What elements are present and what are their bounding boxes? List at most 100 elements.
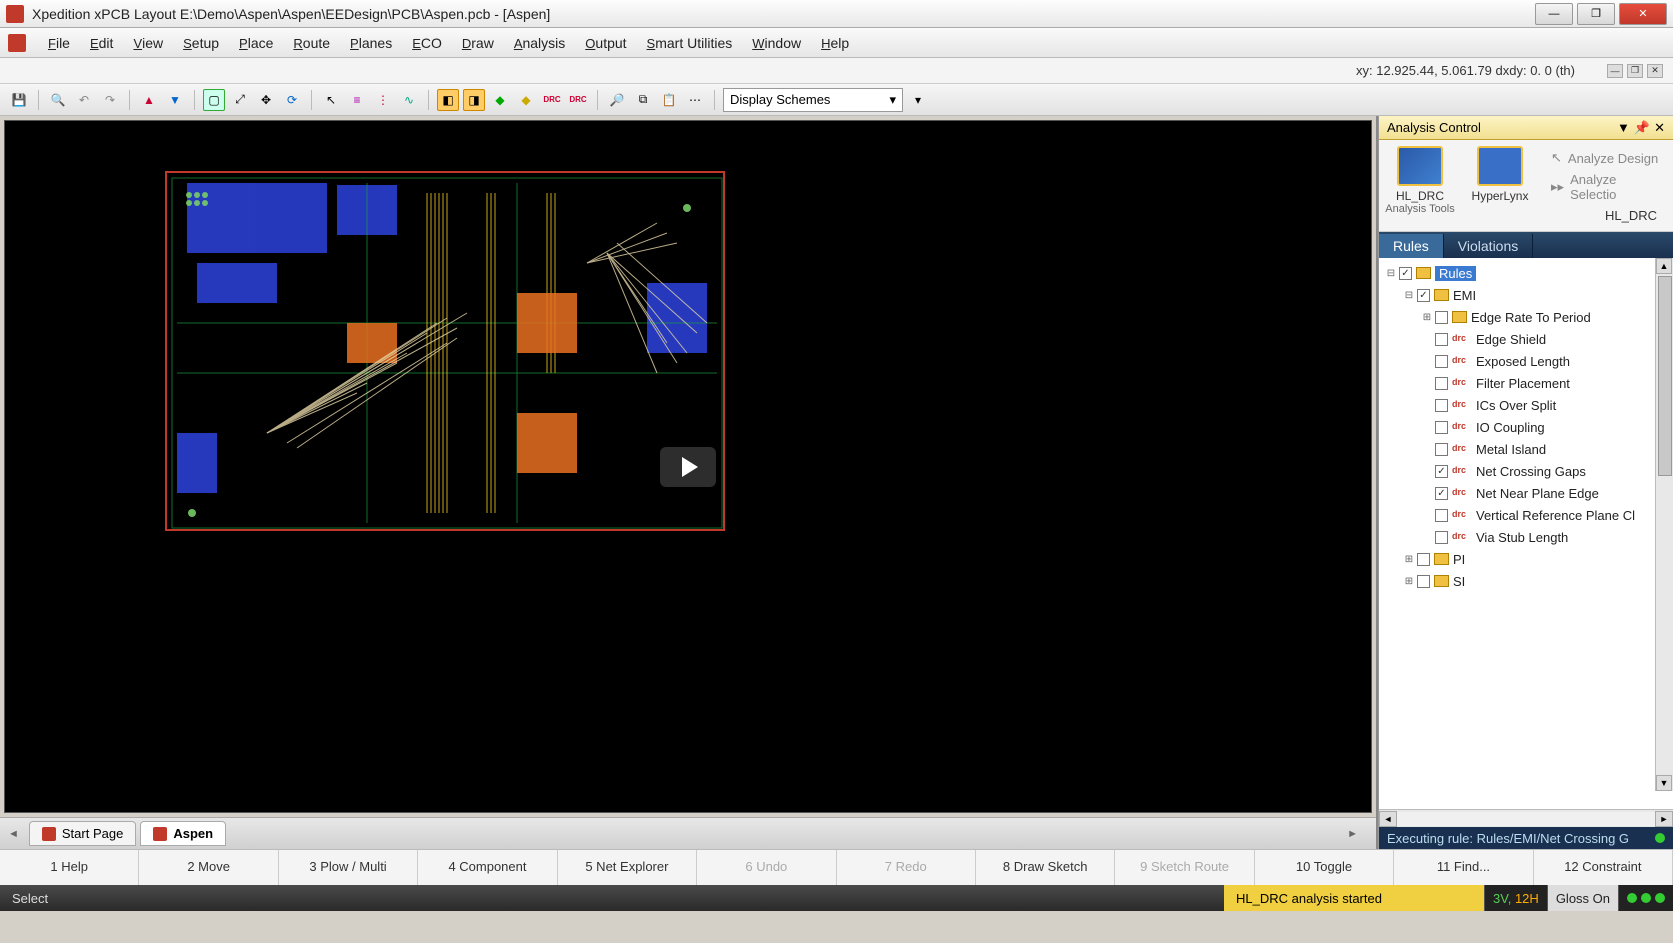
menu-eco[interactable]: ECO — [402, 31, 452, 55]
panel-close-icon[interactable]: ✕ — [1654, 120, 1665, 136]
misc-icon[interactable]: ⋯ — [684, 89, 706, 111]
checkbox[interactable] — [1435, 487, 1448, 500]
tree-row[interactable]: drcNet Near Plane Edge — [1385, 482, 1667, 504]
fn-5-net-explorer[interactable]: 5 Net Explorer — [558, 850, 697, 885]
play-button-overlay[interactable] — [660, 447, 716, 487]
tab-violations[interactable]: Violations — [1444, 234, 1533, 258]
fn-3-plow-multi[interactable]: 3 Plow / Multi — [279, 850, 418, 885]
menu-help[interactable]: Help — [811, 31, 859, 55]
menu-smart-utilities[interactable]: Smart Utilities — [637, 31, 743, 55]
tree-row[interactable]: drcMetal Island — [1385, 438, 1667, 460]
panel-pin-icon[interactable]: 📌 — [1634, 120, 1650, 136]
fn-8-draw-sketch[interactable]: 8 Draw Sketch — [976, 850, 1115, 885]
checkbox[interactable] — [1417, 553, 1430, 566]
horizontal-scrollbar[interactable]: ◄ ► — [1379, 809, 1673, 827]
rules-tree[interactable]: ⊟Rules⊟EMI⊞Edge Rate To PerioddrcEdge Sh… — [1379, 258, 1673, 809]
menu-planes[interactable]: Planes — [340, 31, 402, 55]
scroll-up-icon[interactable]: ▲ — [1656, 258, 1672, 274]
layer-down-icon[interactable]: ▼ — [164, 89, 186, 111]
minimize-button[interactable]: — — [1535, 3, 1573, 25]
zoom2-icon[interactable]: 🔎 — [606, 89, 628, 111]
menu-edit[interactable]: Edit — [80, 31, 123, 55]
tree-row[interactable]: ⊞PI — [1385, 548, 1667, 570]
refresh-icon[interactable]: ⟳ — [281, 89, 303, 111]
restore-child-button[interactable]: ❐ — [1627, 64, 1643, 78]
fn-12-constraint[interactable]: 12 Constraint — [1534, 850, 1673, 885]
vertical-scrollbar[interactable]: ▲ ▼ — [1655, 258, 1673, 791]
fn-1-help[interactable]: 1 Help — [0, 850, 139, 885]
checkbox[interactable] — [1435, 333, 1448, 346]
tree-row[interactable]: drcEdge Shield — [1385, 328, 1667, 350]
panel-dropdown-icon[interactable]: ▼ — [1617, 120, 1630, 136]
tree-row[interactable]: ⊟EMI — [1385, 284, 1667, 306]
select-icon[interactable]: ↖ — [320, 89, 342, 111]
checkbox[interactable] — [1435, 465, 1448, 478]
fn-11-find-[interactable]: 11 Find... — [1394, 850, 1533, 885]
diamond-green-icon[interactable]: ◆ — [489, 89, 511, 111]
tab-nav-left-icon[interactable]: ◄ — [8, 828, 19, 840]
tree-row[interactable]: drcVia Stub Length — [1385, 526, 1667, 548]
tab-aspen[interactable]: Aspen — [140, 821, 226, 846]
menu-route[interactable]: Route — [283, 31, 340, 55]
find-icon[interactable]: 🔍 — [47, 89, 69, 111]
menu-window[interactable]: Window — [742, 31, 811, 55]
checkbox[interactable] — [1417, 575, 1430, 588]
paste-icon[interactable]: 📋 — [658, 89, 680, 111]
checkbox[interactable] — [1417, 289, 1430, 302]
tab-nav-right-icon[interactable]: ► — [1347, 828, 1358, 840]
scroll-left-icon[interactable]: ◄ — [1379, 811, 1397, 827]
checkbox[interactable] — [1435, 311, 1448, 324]
save-icon[interactable]: 💾 — [8, 89, 30, 111]
tool-hyperlynx[interactable]: HyperLynx — [1465, 146, 1535, 203]
menu-view[interactable]: View — [123, 31, 173, 55]
analyze-design-button[interactable]: ↖ Analyze Design — [1551, 150, 1661, 166]
menu-place[interactable]: Place — [229, 31, 283, 55]
expand-icon[interactable]: ⊟ — [1403, 290, 1415, 301]
checkbox[interactable] — [1435, 399, 1448, 412]
tree-row[interactable]: ⊞Edge Rate To Period — [1385, 306, 1667, 328]
drc-icon[interactable]: DRC — [541, 89, 563, 111]
expand-icon[interactable]: ⊞ — [1403, 576, 1415, 587]
checkbox[interactable] — [1435, 355, 1448, 368]
fn-2-move[interactable]: 2 Move — [139, 850, 278, 885]
menu-output[interactable]: Output — [575, 31, 636, 55]
menu-file[interactable]: File — [38, 31, 80, 55]
tool-hl-drc[interactable]: HL_DRC Analysis Tools — [1385, 146, 1455, 215]
drc2-icon[interactable]: DRC — [567, 89, 589, 111]
expand-icon[interactable]: ⊟ — [1385, 268, 1397, 279]
fn-4-component[interactable]: 4 Component — [418, 850, 557, 885]
scroll-down-icon[interactable]: ▼ — [1656, 775, 1672, 791]
tree-row[interactable]: drcVertical Reference Plane Cl — [1385, 504, 1667, 526]
maximize-button[interactable]: ❐ — [1577, 3, 1615, 25]
scroll-track[interactable] — [1397, 812, 1655, 826]
tree-row[interactable]: drcFilter Placement — [1385, 372, 1667, 394]
copy-icon[interactable]: ⧉ — [632, 89, 654, 111]
scroll-right-icon[interactable]: ► — [1655, 811, 1673, 827]
checkbox[interactable] — [1435, 421, 1448, 434]
menu-analysis[interactable]: Analysis — [504, 31, 575, 55]
place-icon[interactable]: ◧ — [437, 89, 459, 111]
close-button[interactable]: ✕ — [1619, 3, 1667, 25]
fit-icon[interactable]: ▢ — [203, 89, 225, 111]
checkbox[interactable] — [1435, 509, 1448, 522]
via-icon[interactable]: ⋮ — [372, 89, 394, 111]
display-schemes-combo[interactable]: Display Schemes ▾ — [723, 88, 903, 112]
tree-row[interactable]: drcICs Over Split — [1385, 394, 1667, 416]
menu-draw[interactable]: Draw — [452, 31, 504, 55]
layer-up-icon[interactable]: ▲ — [138, 89, 160, 111]
tab-rules[interactable]: Rules — [1379, 234, 1444, 258]
combo-extra-icon[interactable]: ▾ — [907, 89, 929, 111]
tree-row[interactable]: ⊞SI — [1385, 570, 1667, 592]
checkbox[interactable] — [1399, 267, 1412, 280]
tree-row[interactable]: drcIO Coupling — [1385, 416, 1667, 438]
net-icon[interactable]: ∿ — [398, 89, 420, 111]
expand-icon[interactable]: ⊞ — [1403, 554, 1415, 565]
analyze-selection-button[interactable]: ▸▸ Analyze Selectio — [1551, 172, 1661, 202]
undo-icon[interactable]: ↶ — [73, 89, 95, 111]
redo-icon[interactable]: ↷ — [99, 89, 121, 111]
close-child-button[interactable]: ✕ — [1647, 64, 1663, 78]
checkbox[interactable] — [1435, 443, 1448, 456]
minimize-child-button[interactable]: — — [1607, 64, 1623, 78]
diamond-yellow-icon[interactable]: ◆ — [515, 89, 537, 111]
checkbox[interactable] — [1435, 377, 1448, 390]
